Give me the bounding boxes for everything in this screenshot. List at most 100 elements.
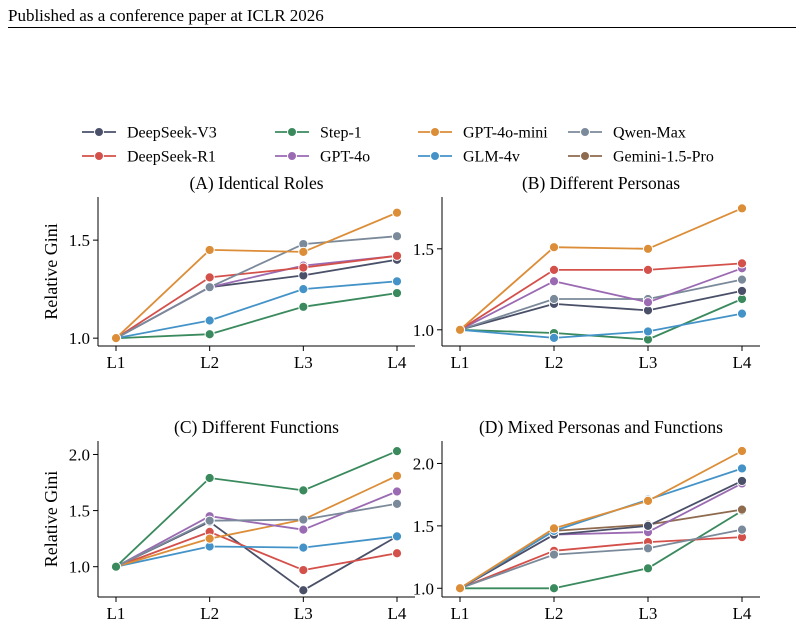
x-tick-label: L4: [388, 604, 407, 620]
panel-title: (B) Different Personas: [522, 173, 680, 193]
series-step-1: [454, 505, 748, 594]
y-tick-label: 2.0: [413, 454, 434, 473]
legend-label: DeepSeek-R1: [127, 149, 216, 166]
legend-label: Qwen-Max: [613, 125, 686, 142]
data-point: [642, 243, 654, 254]
data-point: [548, 549, 560, 560]
legend-marker: [580, 151, 590, 161]
series-line: [459, 267, 743, 331]
series-line: [115, 450, 398, 568]
legend-label: GLM-4v: [463, 149, 520, 166]
panel-title: (C) Different Functions: [174, 417, 339, 437]
data-point: [204, 533, 215, 544]
x-tick-label: L2: [545, 604, 564, 620]
x-tick-label: L3: [639, 604, 658, 620]
data-point: [391, 287, 403, 299]
series-step-1: [110, 287, 403, 344]
panel-b-different-personas: (B) Different Personas 1.0 1.5 L1 L2 L3 L4: [413, 173, 760, 372]
data-point: [391, 231, 403, 242]
series-line: [459, 298, 743, 341]
y-tick-label: 2.0: [69, 445, 90, 464]
data-point: [298, 585, 309, 596]
x-tick-label: L3: [639, 353, 658, 372]
data-point: [204, 315, 215, 326]
data-point: [548, 276, 560, 287]
series-line: [115, 211, 398, 339]
data-point: [391, 531, 403, 542]
series-gpt-4o-mini: [110, 207, 403, 344]
panel-c-different-functions: (C) Different Functions 1.0 1.5 2.0 L1 L2 L3 L4…: [41, 417, 415, 620]
series-line: [115, 535, 398, 568]
data-point: [298, 485, 309, 496]
x-tick-label: L1: [451, 353, 470, 372]
data-point: [642, 543, 654, 554]
data-point: [736, 463, 748, 474]
panel-a-identical-roles: (A) Identical Roles 1.0 1.5 L1 L2 L3 L4 Relativ…: [41, 173, 415, 372]
series-line: [459, 450, 743, 590]
data-point: [391, 207, 403, 218]
x-tick-label: L2: [200, 604, 219, 620]
data-point: [298, 542, 309, 553]
series-line: [115, 254, 398, 339]
data-point: [736, 475, 748, 487]
series-line: [115, 254, 398, 339]
series-line: [459, 508, 743, 590]
legend-label: Gemini-1.5-Pro: [613, 149, 714, 166]
data-point: [391, 250, 403, 261]
data-point: [204, 272, 215, 283]
data-point: [736, 258, 748, 269]
series-qwen-max: [110, 498, 403, 572]
y-tick-label: 1.5: [69, 231, 90, 250]
data-point: [736, 445, 748, 457]
series-qwen-max: [454, 524, 748, 594]
data-point: [110, 333, 122, 344]
x-tick-label: L1: [107, 353, 126, 372]
legend-entry-step-1: Step-1: [275, 125, 362, 142]
series-gpt-4o-mini: [454, 203, 748, 335]
series-line: [459, 528, 743, 590]
data-point: [642, 495, 654, 507]
y-axis-label: Relative Gini: [41, 223, 61, 319]
page-header: Published as a conference paper at ICLR …: [8, 6, 324, 25]
legend-marker: [94, 127, 104, 137]
data-point: [642, 326, 654, 337]
x-tick-label: L4: [733, 353, 752, 372]
data-point: [454, 324, 466, 335]
legend-entry-deepseek-r1: DeepSeek-R1: [82, 149, 216, 166]
legend-label: GPT-4o: [320, 149, 370, 166]
series-line: [115, 280, 398, 340]
data-point: [736, 308, 748, 319]
legend-label: Step-1: [320, 125, 362, 142]
header-rule: [8, 27, 796, 28]
x-tick-label: L1: [107, 604, 126, 620]
data-point: [736, 524, 748, 535]
data-point: [110, 561, 122, 572]
y-axis-label: Relative Gini: [41, 471, 61, 567]
y-tick-label: 1.0: [69, 329, 90, 348]
data-point: [548, 264, 560, 275]
series-line: [460, 510, 743, 590]
data-point: [391, 446, 403, 457]
series-deepseek-r1: [110, 526, 403, 576]
series-glm-4v: [454, 308, 748, 344]
series-line: [115, 474, 398, 568]
panel-d-mixed-personas-and-functions: (D) Mixed Personas and Functions 1.0 1.5 2.…: [413, 417, 760, 620]
series-line: [459, 290, 743, 331]
x-tick-label: L4: [388, 353, 407, 372]
legend-entry-qwen-max: Qwen-Max: [568, 125, 686, 142]
data-point: [391, 486, 403, 497]
y-tick-label: 1.0: [413, 321, 434, 340]
series-line: [459, 312, 743, 339]
legend-label: GPT-4o-mini: [463, 125, 548, 142]
legend-marker: [287, 151, 297, 161]
data-point: [204, 515, 215, 526]
x-tick-label: L3: [294, 353, 313, 372]
series-line: [115, 490, 398, 568]
x-tick-label: L2: [200, 353, 219, 372]
data-point: [642, 297, 654, 308]
series-gemini-1-5-pro: [454, 504, 748, 594]
data-point: [298, 514, 309, 525]
series-line: [459, 207, 743, 331]
data-point: [298, 246, 309, 257]
data-point: [204, 472, 215, 484]
